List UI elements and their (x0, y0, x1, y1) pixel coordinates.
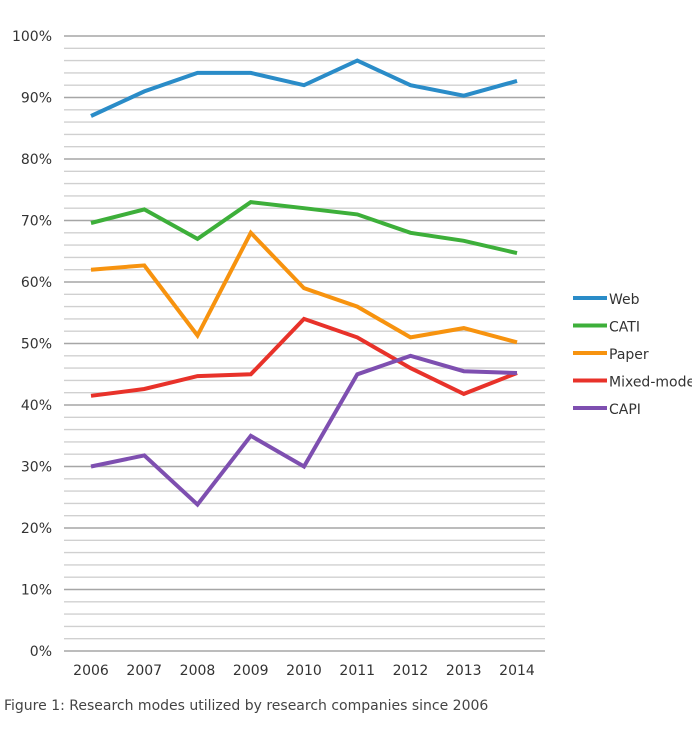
x-tick-label: 2007 (126, 663, 162, 679)
figure-caption: Figure 1: Research modes utilized by res… (4, 698, 489, 714)
x-tick-label: 2006 (73, 663, 109, 679)
x-tick-label: 2010 (286, 663, 322, 679)
y-tick-label: 70% (21, 214, 52, 230)
legend: Web CATI Paper Mixed-mode CAPI (573, 292, 692, 418)
y-tick-label: 100% (12, 29, 52, 45)
y-axis: 0% 10% 20% 30% 40% 50% 60% 70% 80% 90% 100% (12, 29, 52, 660)
legend-label: CATI (609, 320, 640, 336)
x-tick-label: 2009 (233, 663, 269, 679)
x-tick-label: 2012 (393, 663, 429, 679)
legend-label: Mixed-mode (609, 375, 692, 391)
x-tick-label: 2014 (499, 663, 535, 679)
x-tick-label: 2011 (339, 663, 375, 679)
y-tick-label: 90% (21, 91, 52, 107)
y-tick-label: 30% (21, 460, 52, 476)
y-tick-label: 20% (21, 521, 52, 537)
x-tick-label: 2013 (446, 663, 482, 679)
y-tick-label: 60% (21, 275, 52, 291)
line-chart: 0%10%20%30%40%50%60%70%80%90%100% 2006 20… (12, 29, 692, 679)
y-tick-label: 0% (30, 644, 52, 660)
grid (64, 35, 545, 652)
y-tick-label: 50% (21, 337, 52, 353)
y-tick-label: 40% (21, 398, 52, 414)
series-lines (90, 58, 518, 508)
series-line-paper (90, 229, 518, 345)
y-tick-label: 10% (21, 583, 52, 599)
y-tick-label: 80% (21, 152, 52, 168)
legend-label: Web (609, 292, 640, 308)
legend-label: CAPI (609, 402, 641, 418)
x-axis: 2006 2007 2008 2009 2010 2011 2012 2013 2014 (73, 663, 535, 679)
series-line-web (90, 58, 518, 118)
legend-label: Paper (609, 347, 649, 363)
x-tick-label: 2008 (180, 663, 216, 679)
